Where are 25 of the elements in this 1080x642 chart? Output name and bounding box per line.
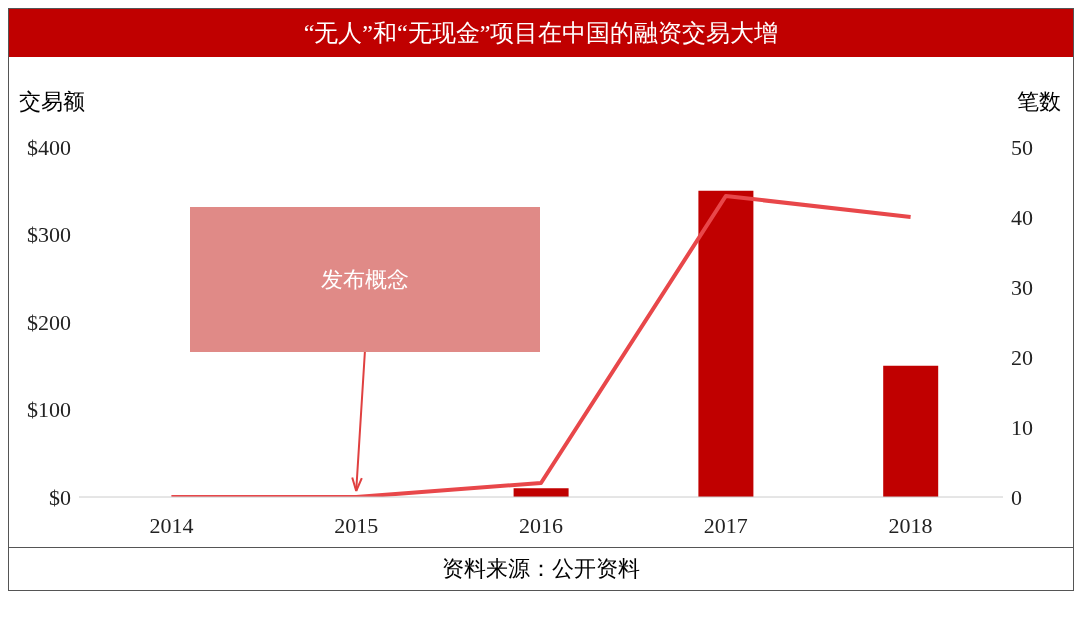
y-tick-label: $400	[27, 134, 71, 160]
y2-tick-label: 10	[1011, 414, 1033, 440]
y2-tick-label: 40	[1011, 204, 1033, 230]
bar	[698, 190, 754, 497]
bar	[513, 488, 569, 497]
line-series	[169, 194, 913, 497]
y-tick-label: $200	[27, 309, 71, 335]
x-tick-label: 2017	[703, 512, 748, 538]
y2-tick-label: 20	[1011, 344, 1033, 370]
text: 资料来源：公开资料	[9, 547, 1073, 590]
bar	[883, 365, 939, 497]
x-tick-label: 2016	[519, 512, 563, 538]
y2-tick-label: 30	[1011, 274, 1033, 300]
callout-box: 发布概念	[189, 207, 540, 352]
chart-title: “无人”和“无现金”项目在中国的融资交易大增	[9, 9, 1073, 57]
x-tick-label: 2015	[334, 512, 379, 538]
y-tick-label: $300	[27, 222, 71, 248]
y2-tick-label: 0	[1011, 484, 1022, 510]
y2-tick-label: 50	[1011, 134, 1033, 160]
y-tick-label: $100	[27, 397, 71, 423]
x-tick-label: 2014	[149, 512, 194, 538]
y-tick-label: $0	[49, 484, 71, 510]
x-tick-label: 2018	[888, 512, 933, 538]
y2-axis-title: 笔数	[1017, 88, 1061, 116]
y-axis-title: 交易额	[19, 88, 85, 116]
